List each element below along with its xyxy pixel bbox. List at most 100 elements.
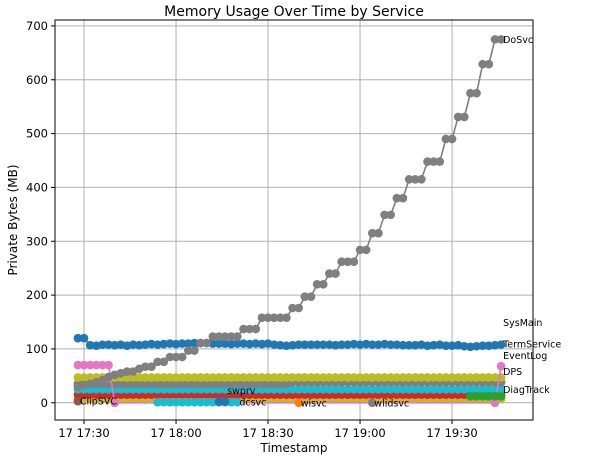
- data-point: [361, 373, 371, 382]
- data-point: [128, 379, 138, 389]
- data-point: [447, 385, 457, 394]
- data-point: [245, 373, 254, 382]
- data-point: [184, 379, 193, 389]
- x-tick-label: 17 17:30: [58, 426, 109, 440]
- data-point: [410, 373, 420, 382]
- data-point: [312, 280, 322, 289]
- data-point: [404, 340, 414, 350]
- data-point: [122, 379, 132, 389]
- data-point: [496, 392, 506, 401]
- data-point: [214, 339, 224, 348]
- data-point: [300, 373, 310, 382]
- data-point: [423, 157, 432, 166]
- series-label: DoSvc: [503, 35, 533, 46]
- data-point: [374, 385, 383, 394]
- data-point: [294, 385, 304, 394]
- data-point: [288, 373, 297, 382]
- data-point: [447, 373, 457, 382]
- data-point: [478, 341, 488, 351]
- data-point: [165, 373, 175, 382]
- data-point: [276, 313, 285, 323]
- data-point: [423, 373, 432, 382]
- data-point: [251, 379, 261, 389]
- data-point: [466, 88, 475, 98]
- data-point: [472, 88, 481, 98]
- data-point: [472, 392, 481, 401]
- data-point: [331, 373, 340, 382]
- data-point: [128, 373, 138, 382]
- data-point: [159, 397, 169, 407]
- data-point: [294, 340, 304, 349]
- series-label: swprv: [227, 386, 256, 397]
- data-point: [141, 362, 150, 372]
- data-point: [490, 35, 500, 44]
- data-point: [226, 379, 236, 389]
- data-point: [233, 339, 242, 348]
- data-point: [453, 385, 463, 394]
- y-tick-label: 100: [26, 342, 48, 356]
- data-point: [435, 157, 445, 166]
- series-sysmain: [73, 333, 506, 352]
- series-label: SysMain: [503, 318, 542, 329]
- data-point: [337, 340, 346, 349]
- data-point: [245, 379, 254, 389]
- data-point: [79, 373, 89, 382]
- data-point: [398, 373, 408, 382]
- data-point: [141, 379, 150, 389]
- y-tick-label: 500: [26, 127, 48, 141]
- data-point: [490, 398, 500, 408]
- data-point: [190, 346, 199, 355]
- data-point: [441, 134, 451, 144]
- data-point: [196, 338, 205, 348]
- data-point: [147, 373, 156, 382]
- data-point: [460, 112, 469, 122]
- data-point: [496, 35, 506, 44]
- data-point: [282, 373, 291, 382]
- y-tick-label: 300: [26, 234, 48, 248]
- data-point: [202, 373, 212, 382]
- series-label: wlidsvc: [374, 398, 409, 409]
- data-point: [226, 373, 236, 382]
- data-point: [294, 303, 304, 313]
- data-point: [410, 175, 420, 184]
- data-point: [349, 385, 359, 394]
- data-point: [288, 385, 297, 394]
- data-point: [368, 385, 377, 394]
- data-point: [404, 373, 414, 382]
- data-point: [300, 292, 310, 302]
- data-point: [435, 373, 445, 382]
- data-point: [73, 373, 83, 382]
- data-point: [398, 385, 408, 394]
- data-point: [220, 373, 230, 382]
- axes: 0 100 200 300 400 500 600 700 17 17:30 17 18:00 17…: [26, 19, 534, 440]
- data-point: [300, 385, 310, 394]
- data-point: [226, 332, 236, 341]
- data-point: [73, 360, 83, 370]
- data-point: [141, 373, 150, 382]
- data-point: [337, 257, 346, 267]
- data-point: [368, 340, 377, 349]
- data-point: [484, 59, 494, 69]
- data-point: [171, 397, 181, 407]
- data-point: [312, 373, 322, 382]
- data-point: [239, 324, 248, 334]
- data-point: [220, 397, 230, 406]
- data-point: [153, 397, 162, 407]
- data-point: [79, 360, 89, 370]
- data-point: [318, 340, 328, 349]
- data-point: [239, 373, 248, 382]
- data-point: [466, 373, 475, 382]
- data-point: [276, 379, 285, 389]
- data-point: [171, 352, 181, 362]
- data-point: [374, 373, 383, 382]
- data-point: [392, 385, 402, 394]
- series-label: TermService: [502, 340, 561, 351]
- data-point: [343, 373, 353, 382]
- data-point: [251, 373, 261, 382]
- data-point: [116, 379, 126, 389]
- data-point: [380, 210, 389, 220]
- x-tick-label: 17 18:30: [242, 426, 293, 440]
- data-point: [478, 373, 488, 382]
- data-point: [368, 228, 377, 238]
